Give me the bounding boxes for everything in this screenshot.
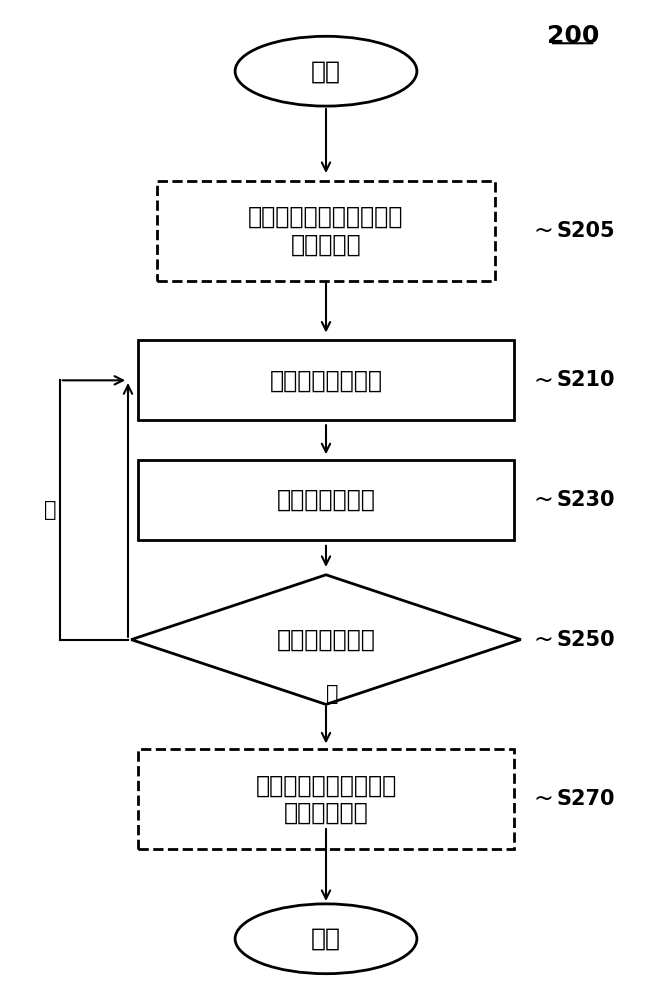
FancyBboxPatch shape (138, 749, 514, 849)
Text: ~: ~ (533, 368, 554, 392)
FancyBboxPatch shape (157, 181, 495, 281)
Text: ~: ~ (533, 787, 554, 811)
Text: 调整缓存容量限值: 调整缓存容量限值 (269, 368, 383, 392)
Text: ~: ~ (533, 488, 554, 512)
Text: S270: S270 (556, 789, 615, 809)
Text: S230: S230 (556, 490, 615, 510)
Ellipse shape (235, 36, 417, 106)
Text: 计算缓存命中率: 计算缓存命中率 (276, 488, 376, 512)
FancyBboxPatch shape (138, 460, 514, 540)
Text: 确定缓存命中率最大的
缓存容量限值: 确定缓存命中率最大的 缓存容量限值 (256, 773, 396, 825)
Text: S250: S250 (556, 630, 615, 650)
FancyBboxPatch shape (138, 340, 514, 420)
Text: 200: 200 (546, 24, 599, 48)
Text: ~: ~ (533, 219, 554, 243)
Text: 是: 是 (326, 684, 339, 704)
Text: 结束: 结束 (311, 927, 341, 951)
Text: ~: ~ (533, 628, 554, 652)
Text: 设定初始容量限值并计算
初始命中率: 设定初始容量限值并计算 初始命中率 (248, 205, 404, 257)
Text: 否: 否 (44, 500, 56, 520)
Text: S205: S205 (556, 221, 615, 241)
Text: S210: S210 (556, 370, 615, 390)
Ellipse shape (235, 904, 417, 974)
Polygon shape (131, 575, 521, 704)
Text: 满足指定条件？: 满足指定条件？ (276, 628, 376, 652)
Text: 开始: 开始 (311, 59, 341, 83)
